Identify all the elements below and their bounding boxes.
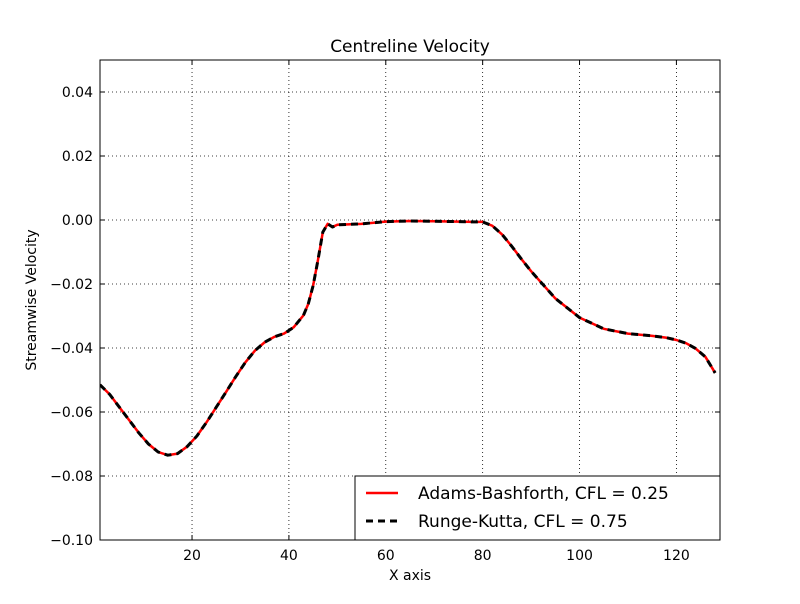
y-tick-label: −0.02 (50, 277, 93, 293)
x-tick-label: 80 (474, 548, 492, 564)
y-axis-label: Streamwise Velocity (24, 229, 40, 370)
series-line-runge-kutta (100, 219, 717, 457)
legend-label-adams-bashforth: Adams-Bashforth, CFL = 0.25 (418, 484, 669, 504)
y-tick-label: −0.08 (50, 469, 93, 485)
y-tick-label: −0.10 (50, 533, 93, 549)
y-tick-label: 0.02 (62, 149, 93, 165)
legend-label-runge-kutta: Runge-Kutta, CFL = 0.75 (418, 512, 628, 532)
legend-box (354, 475, 721, 541)
y-tick-label: 0.04 (62, 85, 93, 101)
x-tick-label: 100 (566, 548, 593, 564)
tick-labels: 20 40 60 80 100 120 0.04 0.02 0.00 −0.02 −0.04 −0.0… (50, 85, 690, 564)
x-tick-label: 40 (280, 548, 298, 564)
chart-title: Centreline Velocity (330, 37, 490, 57)
series-layer (100, 219, 717, 457)
y-tick-label: −0.04 (50, 341, 93, 357)
y-tick-label: −0.06 (50, 405, 93, 421)
plot-area (100, 60, 720, 540)
legend: Adams-Bashforth, CFL = 0.25 Runge-Kutta,… (354, 475, 721, 541)
x-axis-label: X axis (389, 568, 431, 584)
x-tick-label: 120 (663, 548, 690, 564)
x-tick-label: 20 (183, 548, 201, 564)
y-tick-label: 0.00 (62, 213, 93, 229)
x-tick-label: 60 (377, 548, 395, 564)
